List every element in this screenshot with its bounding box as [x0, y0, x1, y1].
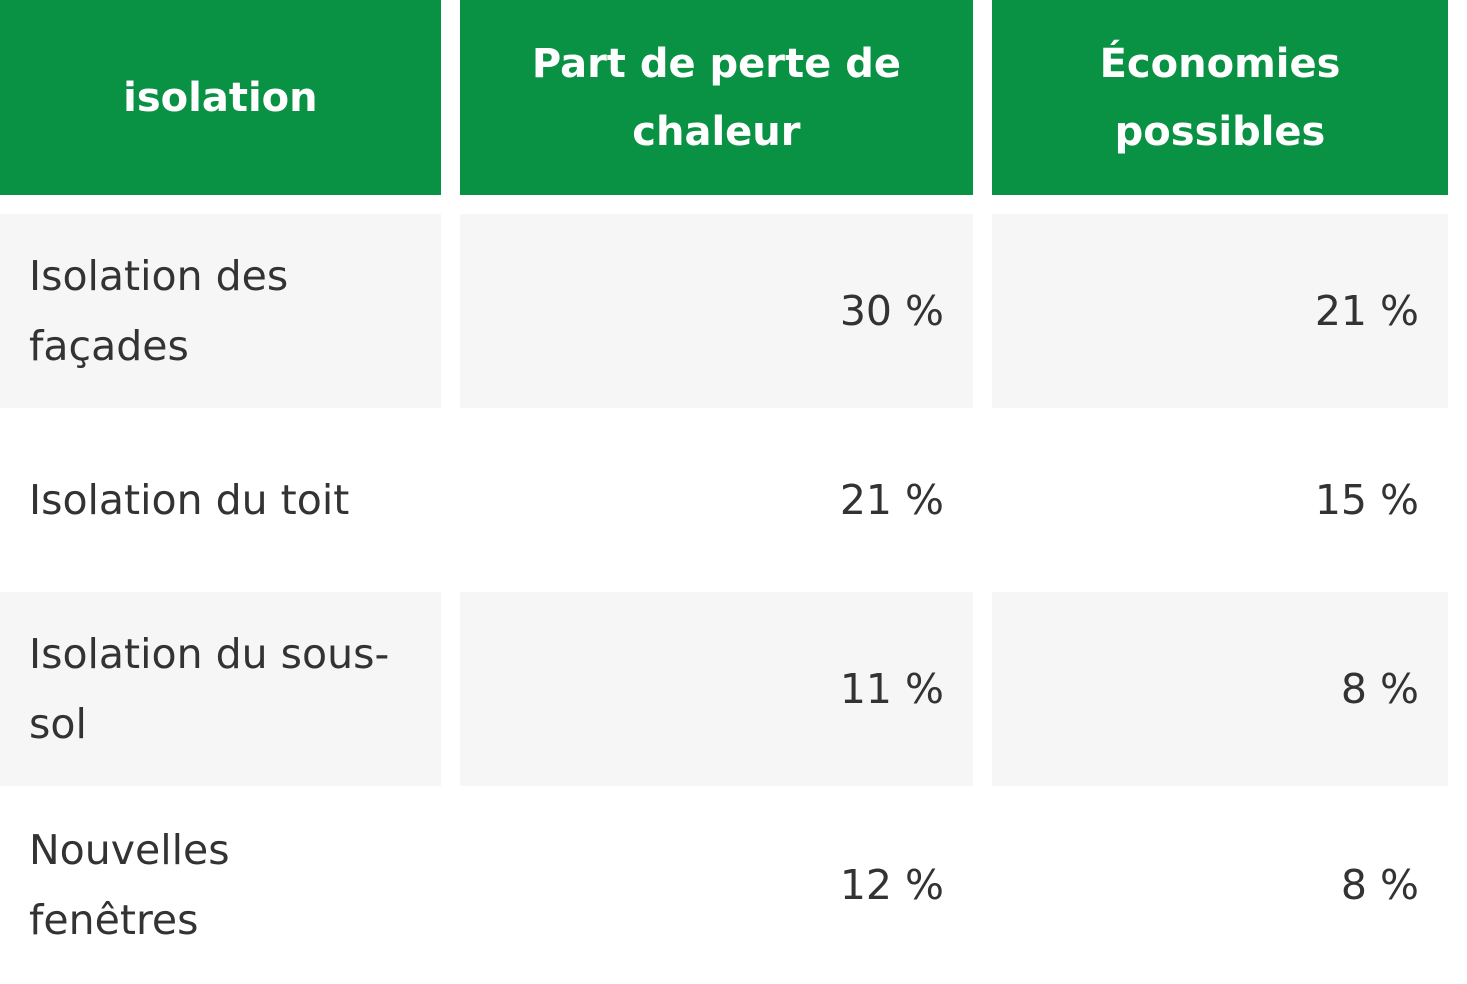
heat-loss-value: 11 % [459, 592, 974, 786]
table-header-row: isolation Part de perte de chaleur Écono… [0, 0, 1448, 195]
table-row: Isolation des façades 30 % 21 % [0, 214, 1448, 408]
row-label: Isolation des façades [0, 214, 441, 408]
header-isolation: isolation [0, 0, 441, 195]
row-label: Nouvelles fenêtres [0, 805, 441, 965]
heat-loss-value: 21 % [459, 427, 974, 573]
table-row: Nouvelles fenêtres 12 % 8 % [0, 805, 1448, 965]
header-heat-loss-share: Part de perte de chaleur [459, 0, 974, 195]
header-possible-savings: Économies possibles [992, 0, 1448, 195]
savings-value: 8 % [992, 592, 1448, 786]
table-row: Isolation du toit 21 % 15 % [0, 427, 1448, 573]
heat-loss-value: 12 % [459, 805, 974, 965]
savings-value: 15 % [992, 427, 1448, 573]
heat-loss-value: 30 % [459, 214, 974, 408]
row-label: Isolation du sous-sol [0, 592, 441, 786]
table-row: Isolation du sous-sol 11 % 8 % [0, 592, 1448, 786]
row-label: Isolation du toit [0, 427, 441, 573]
savings-value: 21 % [992, 214, 1448, 408]
savings-value: 8 % [992, 805, 1448, 965]
